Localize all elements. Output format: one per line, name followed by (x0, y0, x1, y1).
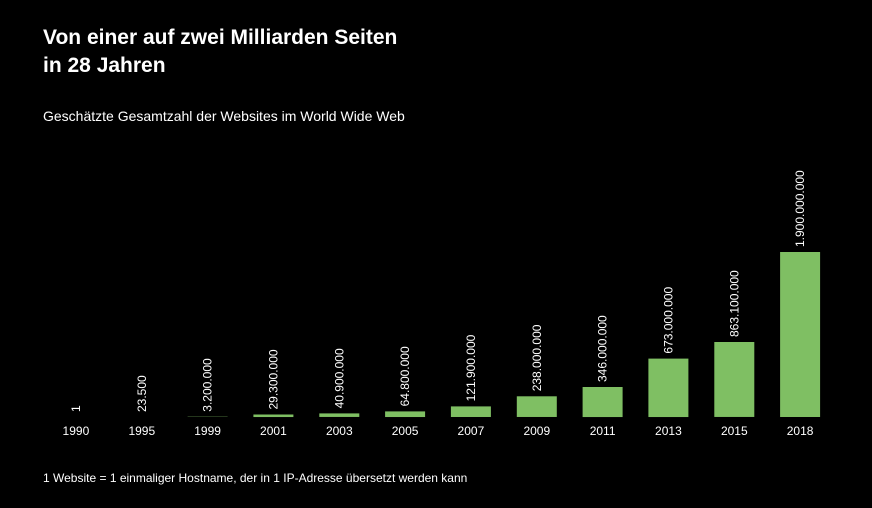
value-label-2001: 29.300.000 (266, 349, 280, 409)
x-tick-1999: 1999 (194, 424, 221, 438)
bar-2009 (516, 396, 557, 417)
x-tick-2018: 2018 (787, 424, 814, 438)
value-label-2015: 863.100.000 (727, 270, 741, 337)
value-label-2009: 238.000.000 (530, 324, 544, 391)
x-tick-2005: 2005 (392, 424, 419, 438)
bar-2003 (319, 413, 360, 417)
x-tick-1990: 1990 (63, 424, 90, 438)
x-tick-2011: 2011 (590, 424, 616, 438)
value-label-2007: 121.900.000 (464, 334, 478, 401)
x-tick-2003: 2003 (326, 424, 353, 438)
value-label-2013: 673.000.000 (661, 287, 675, 354)
chart-title: Von einer auf zwei Milliarden Seiten in 2… (43, 26, 398, 77)
footnote: 1 Website = 1 einmaliger Hostname, der i… (43, 471, 468, 485)
x-tick-2001: 2001 (260, 424, 287, 438)
bar-2007 (450, 406, 491, 417)
bar-2015 (714, 342, 755, 417)
bars-group (187, 252, 821, 418)
value-label-2011: 346.000.000 (596, 315, 610, 382)
x-tick-2009: 2009 (523, 424, 550, 438)
value-label-2018: 1.900.000.000 (793, 170, 807, 247)
x-tick-2013: 2013 (655, 424, 682, 438)
x-tick-1995: 1995 (128, 424, 155, 438)
x-tick-2007: 2007 (458, 424, 485, 438)
value-label-2005: 64.800.000 (398, 346, 412, 406)
chart-subtitle: Geschätzte Gesamtzahl der Websites im Wo… (43, 108, 405, 124)
value-label-2003: 40.900.000 (332, 348, 346, 408)
x-tick-2015: 2015 (721, 424, 748, 438)
bar-2013 (648, 358, 689, 418)
value-labels-group: 1 23.500 3.200.000 29.300.000 40.900.000 64.8… (69, 170, 807, 412)
value-label-1995: 23.500 (135, 375, 149, 412)
x-axis-ticks: 1990 1995 1999 2001 2003 2005 2007 2009 2011 2013… (63, 424, 814, 438)
bar-2001 (253, 414, 294, 418)
bar-2011 (582, 387, 623, 418)
bar-2018 (780, 252, 821, 417)
value-label-1990: 1 (69, 405, 83, 412)
bar-2005 (385, 411, 426, 418)
value-label-1999: 3.200.000 (201, 358, 215, 412)
